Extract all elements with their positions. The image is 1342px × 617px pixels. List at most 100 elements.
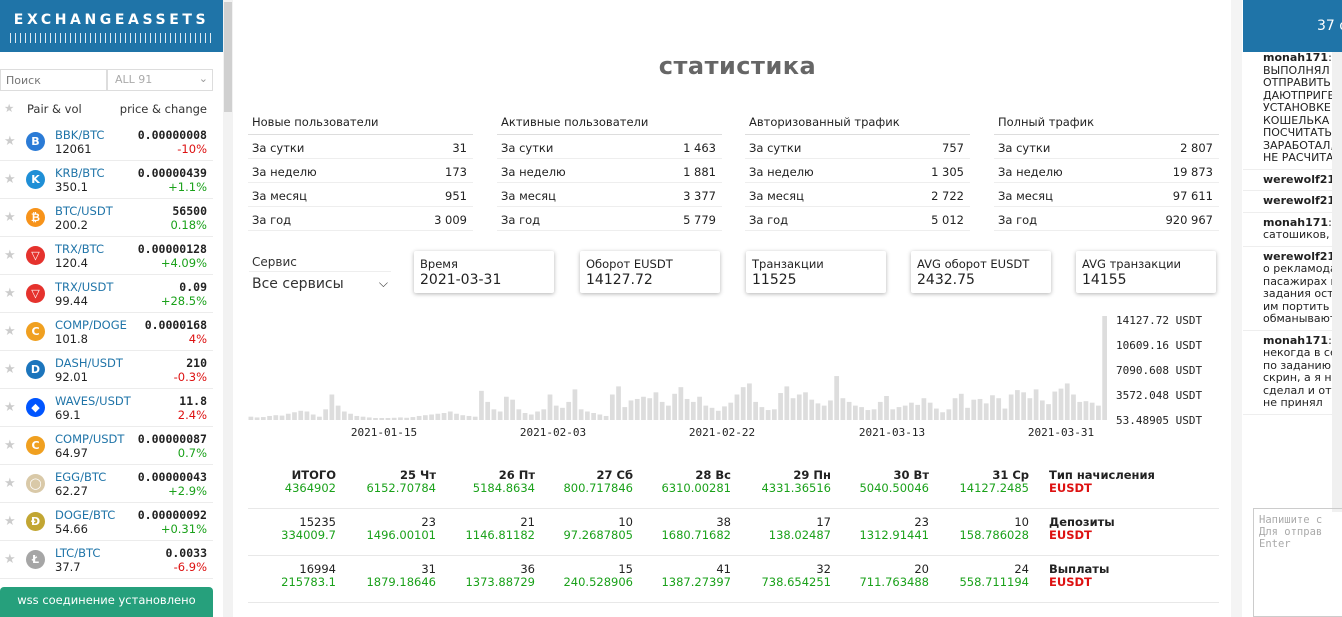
chart-bar[interactable] bbox=[871, 409, 877, 420]
chart-bar[interactable] bbox=[1027, 398, 1033, 420]
star-icon[interactable]: ★ bbox=[4, 400, 16, 415]
chart-bar[interactable] bbox=[983, 403, 989, 420]
pair-row[interactable]: ★ K KRB/BTC 350.1 0.00000439 +1.1% bbox=[0, 161, 213, 199]
chart-bar[interactable] bbox=[485, 401, 491, 420]
chart-bar[interactable] bbox=[391, 417, 397, 420]
chart-bar[interactable] bbox=[566, 401, 572, 420]
logo[interactable]: EXCHANGEASSETS bbox=[0, 0, 223, 52]
chart-bar[interactable] bbox=[248, 416, 254, 420]
pair-row[interactable]: ★ ▽ TRX/USDT 99.44 0.09 +28.5% bbox=[0, 275, 213, 313]
chart-bar[interactable] bbox=[809, 399, 815, 420]
chart-bar[interactable] bbox=[634, 398, 640, 420]
chart-bar[interactable] bbox=[285, 413, 291, 420]
pair-name[interactable]: COMP/DOGE bbox=[55, 318, 127, 332]
chart-bar[interactable] bbox=[329, 394, 335, 420]
chart-bar[interactable] bbox=[454, 413, 459, 420]
star-icon[interactable]: ★ bbox=[4, 324, 16, 339]
chart-bar[interactable] bbox=[1058, 388, 1064, 420]
chart-bar[interactable] bbox=[348, 413, 353, 420]
chart-bar[interactable] bbox=[846, 401, 852, 420]
chart-bar[interactable] bbox=[840, 398, 846, 420]
chart-bar[interactable] bbox=[616, 386, 621, 420]
chart-bar[interactable] bbox=[971, 399, 977, 420]
chart-bar[interactable] bbox=[323, 409, 329, 420]
chart-bar[interactable] bbox=[1071, 394, 1076, 420]
chart-bar[interactable] bbox=[460, 415, 466, 420]
chart-bar[interactable] bbox=[254, 417, 260, 420]
pair-name[interactable]: TRX/BTC bbox=[55, 242, 105, 256]
chart-bar[interactable] bbox=[279, 415, 285, 420]
chart-bar[interactable] bbox=[790, 398, 796, 420]
pair-row[interactable]: ★ Ł LTC/BTC 37.7 0.0033 -6.9% bbox=[0, 541, 213, 579]
chart-bar[interactable] bbox=[815, 403, 821, 420]
chart-bar[interactable] bbox=[398, 417, 403, 420]
chart-bar[interactable] bbox=[990, 395, 995, 420]
pair-row[interactable]: ★ C COMP/USDT 64.97 0.00000087 0.7% bbox=[0, 427, 213, 465]
star-icon[interactable]: ★ bbox=[4, 552, 16, 567]
chart-bar[interactable] bbox=[709, 407, 715, 420]
chart-bar[interactable] bbox=[1008, 394, 1014, 420]
chart-bar[interactable] bbox=[977, 398, 983, 420]
chart-bar[interactable] bbox=[641, 396, 646, 420]
pair-row[interactable]: ★ Ð DOGE/BTC 54.66 0.00000092 +0.31% bbox=[0, 503, 213, 541]
chart-bar[interactable] bbox=[1002, 408, 1008, 420]
main-scrollbar[interactable] bbox=[1231, 0, 1242, 617]
chart-bar[interactable] bbox=[516, 409, 522, 420]
pair-row[interactable]: ★ D DASH/USDT 92.01 210 -0.3% bbox=[0, 351, 213, 389]
chart-bar[interactable] bbox=[1064, 383, 1070, 420]
star-icon[interactable]: ★ bbox=[4, 362, 16, 377]
chart-bar[interactable] bbox=[778, 393, 783, 420]
chart-bar[interactable] bbox=[260, 417, 266, 420]
chart-bar[interactable] bbox=[890, 409, 896, 420]
chart-bar[interactable] bbox=[734, 394, 740, 420]
pair-row[interactable]: ★ ◆ WAVES/USDT 69.1 11.8 2.4% bbox=[0, 389, 213, 427]
chart-bar[interactable] bbox=[466, 415, 472, 420]
chart-bar[interactable] bbox=[366, 417, 372, 420]
chart-bar[interactable] bbox=[379, 418, 385, 420]
chart-bar[interactable] bbox=[591, 413, 596, 420]
pair-name[interactable]: BTC/USDT bbox=[55, 204, 113, 218]
chart-bar[interactable] bbox=[267, 415, 272, 420]
chart-bar[interactable] bbox=[697, 396, 702, 420]
chart-bar[interactable] bbox=[647, 398, 653, 420]
chart-bar[interactable] bbox=[497, 411, 503, 420]
chart-bar[interactable] bbox=[828, 400, 833, 420]
chart-bar[interactable] bbox=[435, 413, 441, 420]
chart-bar[interactable] bbox=[771, 409, 777, 420]
market-filter-select[interactable]: ALL 91 ⌄ bbox=[107, 69, 213, 91]
chart-bar[interactable] bbox=[422, 415, 428, 420]
chart-bar[interactable] bbox=[927, 402, 933, 420]
chart-bar[interactable] bbox=[429, 414, 434, 420]
chart-bar[interactable] bbox=[690, 401, 696, 420]
star-icon[interactable]: ★ bbox=[4, 134, 16, 149]
chart-bar[interactable] bbox=[597, 414, 603, 420]
star-icon[interactable]: ★ bbox=[4, 210, 16, 225]
chart-bar[interactable] bbox=[877, 401, 883, 420]
chart-bar[interactable] bbox=[859, 407, 864, 420]
chart-bar[interactable] bbox=[585, 411, 590, 420]
chart-bar[interactable] bbox=[510, 399, 515, 420]
chart-bar[interactable] bbox=[354, 415, 360, 420]
chart-bar[interactable] bbox=[410, 417, 416, 420]
chart-bar[interactable] bbox=[765, 410, 771, 420]
star-icon[interactable]: ★ bbox=[4, 172, 16, 187]
chart-bar[interactable] bbox=[672, 393, 677, 420]
pair-name[interactable]: KRB/BTC bbox=[55, 166, 105, 180]
chart-bar[interactable] bbox=[528, 414, 534, 420]
chart-bar[interactable] bbox=[298, 410, 304, 420]
chart-bar[interactable] bbox=[1039, 400, 1045, 420]
chart-bar[interactable] bbox=[821, 405, 827, 420]
chart-bar[interactable] bbox=[703, 405, 709, 420]
chart-bar[interactable] bbox=[740, 387, 746, 420]
chart-bar[interactable] bbox=[1052, 391, 1058, 420]
chart-bar[interactable] bbox=[628, 400, 634, 420]
pair-name[interactable]: WAVES/USDT bbox=[55, 394, 131, 408]
chart-bar[interactable] bbox=[934, 408, 939, 420]
chart-bar[interactable] bbox=[965, 407, 970, 420]
chart-bar[interactable] bbox=[292, 412, 297, 420]
chart-bar[interactable] bbox=[578, 409, 584, 420]
chart-bar[interactable] bbox=[1096, 405, 1101, 420]
pair-row[interactable]: ★ B BBK/BTC 12061 0.00000008 -10% bbox=[0, 123, 213, 161]
chart-bar[interactable] bbox=[360, 416, 366, 420]
pair-name[interactable]: BBK/BTC bbox=[55, 128, 105, 142]
